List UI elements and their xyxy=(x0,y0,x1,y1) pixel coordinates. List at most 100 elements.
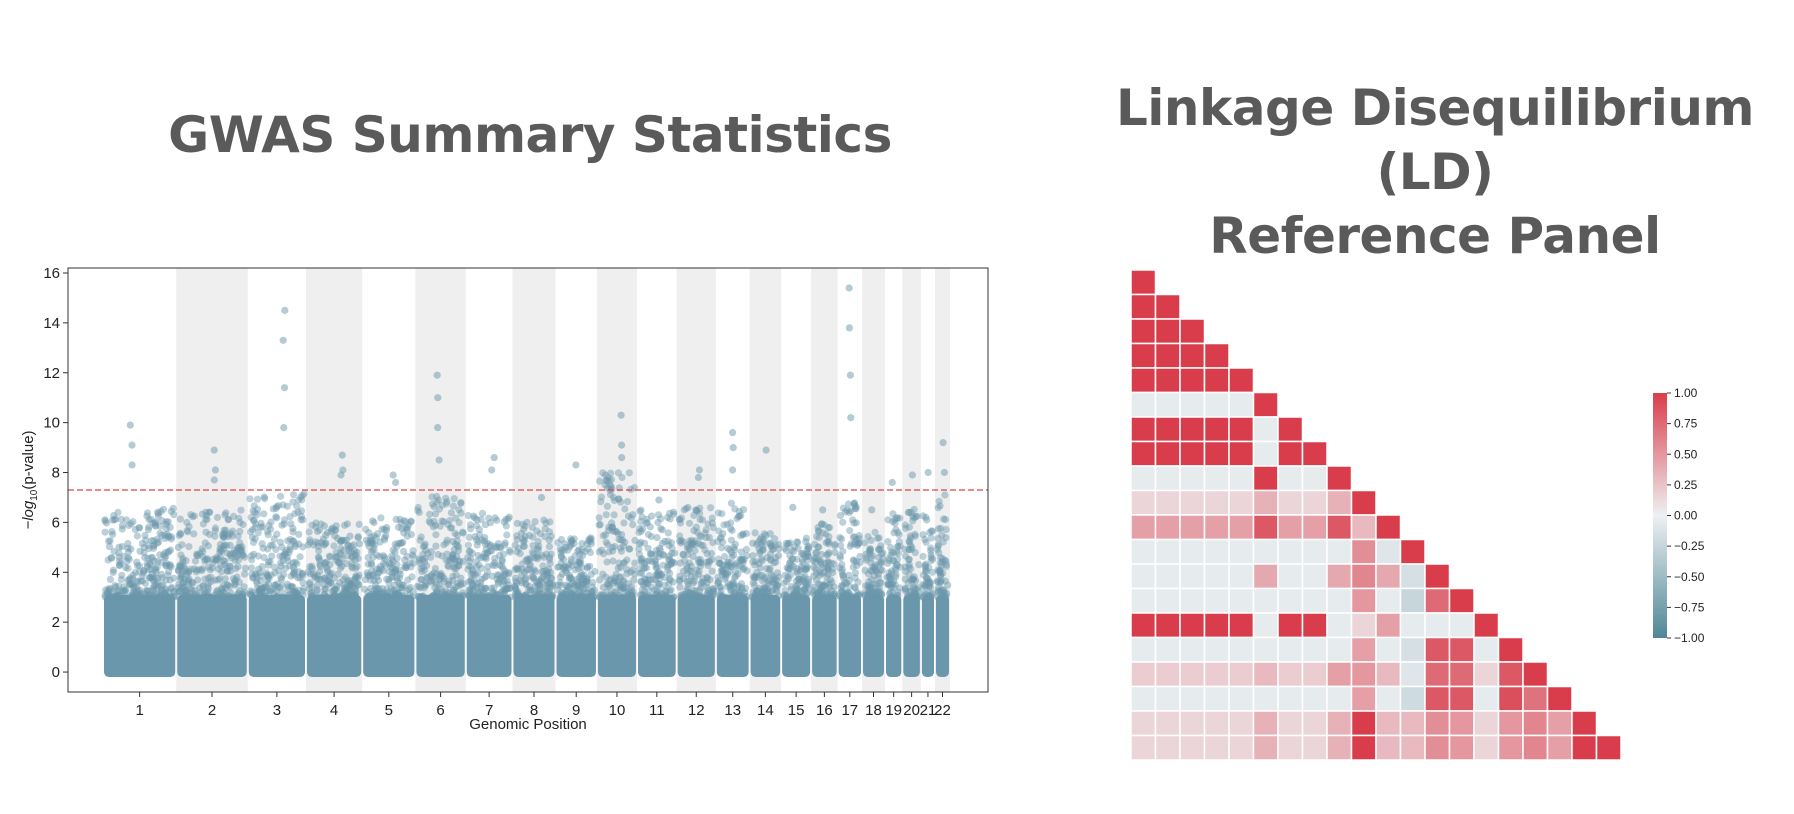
snp-point xyxy=(322,585,330,593)
snp-point xyxy=(179,579,187,588)
snp-point xyxy=(562,563,570,571)
snp-point xyxy=(255,565,263,573)
snp-point xyxy=(449,502,457,510)
snp-point xyxy=(474,589,482,598)
snp-point xyxy=(348,582,356,590)
snp-point xyxy=(226,562,234,570)
snp-point xyxy=(434,496,443,504)
snp-point xyxy=(395,591,403,599)
snp-point xyxy=(385,593,393,601)
snp-point xyxy=(630,576,638,584)
snp-point xyxy=(923,516,931,524)
snp-point xyxy=(586,537,594,546)
snp-point xyxy=(940,515,948,523)
ld-cell-17-9 xyxy=(1350,685,1377,712)
snp-point xyxy=(532,590,540,598)
x-tick-label: 20 xyxy=(903,702,920,719)
snp-point xyxy=(518,565,526,573)
significant-snp xyxy=(762,446,770,454)
snp-point xyxy=(849,563,857,571)
snp-point xyxy=(355,571,363,579)
snp-point xyxy=(135,562,144,570)
snp-point xyxy=(453,579,461,587)
snp-point xyxy=(481,584,489,592)
snp-point xyxy=(326,561,334,569)
snp-point xyxy=(164,593,172,601)
snp-point xyxy=(180,575,188,584)
snp-point xyxy=(408,551,416,559)
snp-point xyxy=(466,585,475,593)
snp-point xyxy=(535,542,543,550)
snp-point xyxy=(440,541,448,549)
snp-point xyxy=(501,587,509,595)
snp-point xyxy=(273,587,281,595)
snp-point xyxy=(348,553,356,561)
snp-point xyxy=(345,593,353,601)
snp-point xyxy=(486,542,494,550)
snp-point xyxy=(170,574,178,582)
snp-point xyxy=(308,591,316,600)
snp-point xyxy=(323,592,331,600)
snp-point xyxy=(149,586,157,595)
snp-point xyxy=(321,540,329,548)
snp-point xyxy=(400,582,408,590)
snp-point xyxy=(177,551,185,559)
snp-point xyxy=(127,545,135,553)
snp-point xyxy=(143,509,152,517)
snp-point xyxy=(846,527,854,535)
snp-point xyxy=(293,502,301,510)
snp-point xyxy=(144,593,152,601)
snp-point xyxy=(327,525,336,534)
snp-point xyxy=(279,552,287,561)
snp-point xyxy=(554,581,562,589)
snp-point xyxy=(473,541,481,549)
snp-point xyxy=(504,515,512,523)
snp-point xyxy=(477,582,485,590)
snp-point xyxy=(344,592,353,600)
ld-cell-11-8 xyxy=(1326,538,1353,565)
snp-point xyxy=(521,592,529,600)
chromosome-17-points xyxy=(836,499,864,678)
snp-point xyxy=(253,577,261,586)
snp-point xyxy=(344,579,353,587)
snp-point xyxy=(471,592,479,600)
snp-point xyxy=(587,570,595,579)
snp-point xyxy=(388,552,396,560)
snp-point xyxy=(185,575,193,583)
snp-point xyxy=(373,573,381,581)
snp-point xyxy=(430,591,438,599)
snp-point xyxy=(405,585,413,593)
snp-point xyxy=(122,516,130,524)
snp-point xyxy=(438,588,446,596)
ld-cell-14-1 xyxy=(1154,612,1181,639)
snp-point xyxy=(698,516,707,524)
snp-point xyxy=(442,494,450,502)
snp-point xyxy=(285,549,293,557)
snp-point xyxy=(216,552,224,561)
snp-point xyxy=(326,579,334,587)
snp-point xyxy=(313,527,322,536)
snp-point xyxy=(151,518,159,526)
snp-point xyxy=(567,558,576,566)
snp-point xyxy=(488,572,496,580)
snp-point xyxy=(403,524,412,532)
snp-point xyxy=(178,573,186,581)
snp-point xyxy=(850,519,858,527)
snp-point xyxy=(101,591,109,599)
snp-point xyxy=(545,589,553,597)
snp-point xyxy=(107,592,115,600)
snp-point xyxy=(438,552,446,560)
snp-point xyxy=(490,593,498,601)
snp-point xyxy=(161,554,169,562)
snp-point xyxy=(222,526,230,534)
snp-point xyxy=(484,591,492,599)
snp-point xyxy=(583,564,592,572)
snp-point xyxy=(121,588,129,596)
snp-point xyxy=(218,585,226,593)
snp-point xyxy=(669,508,678,516)
significant-snp xyxy=(572,461,580,469)
snp-point xyxy=(262,583,270,591)
snp-point xyxy=(937,576,945,584)
snp-point xyxy=(248,526,257,534)
ld-cell-16-8 xyxy=(1326,661,1353,688)
